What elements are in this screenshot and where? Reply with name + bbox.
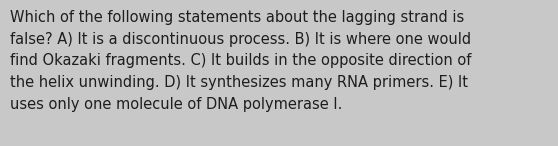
Text: Which of the following statements about the lagging strand is
false? A) It is a : Which of the following statements about …	[10, 10, 472, 112]
